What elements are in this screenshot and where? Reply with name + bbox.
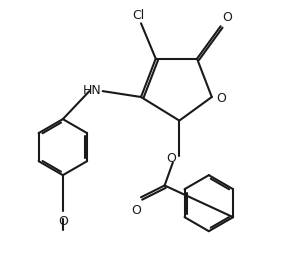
Text: O: O — [58, 214, 68, 227]
Text: O: O — [216, 91, 226, 104]
Text: O: O — [166, 151, 176, 164]
Text: O: O — [222, 11, 232, 24]
Text: O: O — [132, 203, 142, 216]
Text: HN: HN — [82, 84, 101, 97]
Text: Cl: Cl — [132, 9, 144, 22]
